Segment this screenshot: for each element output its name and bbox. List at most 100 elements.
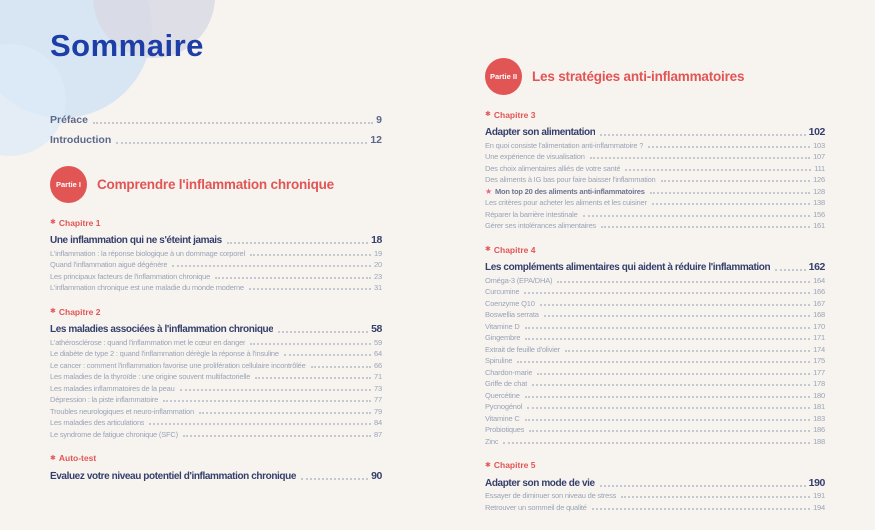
part-badge: Partie I (50, 166, 87, 203)
dotted-leader (651, 203, 811, 205)
dotted-leader (517, 361, 811, 363)
dotted-leader (599, 484, 806, 487)
toc-entry-label: Pycnogénol (485, 402, 523, 411)
chapter-label-text: Chapitre 1 (58, 217, 101, 228)
toc-section: ✱ Auto-test Évaluez votre niveau potentiel… (50, 452, 382, 482)
toc-entry-label: Spiruline (485, 356, 513, 365)
dotted-leader (149, 423, 372, 425)
dotted-leader (527, 407, 811, 409)
toc-entry-page: 12 (370, 134, 382, 146)
chapter-label: ✱ Chapitre 1 (50, 216, 382, 229)
toc-entry: Boswellia serrata 168 (485, 308, 825, 319)
chapter-label-text: Chapitre 5 (493, 460, 536, 470)
toc-entry-page: 111 (814, 163, 825, 173)
chapter-title-row: Adapter son alimentation 102 (485, 121, 825, 138)
chapter-label: ✱ Auto-test (50, 452, 382, 465)
toc-entry: Griffe de chat 178 (485, 377, 825, 388)
toc-entry-label: L'inflammation : la réponse biologique à… (50, 248, 245, 258)
toc-section: ✱ Chapitre 2 Les maladies associées à l'in… (50, 305, 382, 439)
dotted-leader (649, 191, 811, 194)
toc-entry-page: 156 (813, 209, 825, 219)
toc-entry-label: Le syndrome de fatigue chronique (SFC) (50, 429, 178, 439)
dotted-leader (621, 496, 811, 498)
toc-entry: Les maladies des articulations 84 (50, 416, 382, 427)
toc-entry-label: Chardon-marie (485, 367, 533, 377)
toc-entry-front: Introduction 12 (50, 126, 382, 146)
toc-entry-page: 175 (813, 356, 825, 365)
dotted-leader (660, 180, 811, 182)
dotted-leader (163, 400, 372, 402)
dotted-leader (524, 395, 811, 398)
toc-entry-label: Troubles neurologiques et neuro-inflamma… (50, 406, 194, 416)
toc-entry-page: 73 (374, 383, 382, 393)
toc-entry: Spiruline 175 (485, 354, 825, 365)
toc-entry-page: 186 (813, 425, 825, 434)
dotted-leader (300, 477, 369, 480)
dotted-leader (250, 342, 372, 345)
dotted-leader (525, 338, 811, 340)
dotted-leader (625, 168, 812, 171)
dotted-leader (172, 265, 372, 267)
star-icon: ★ (485, 186, 492, 196)
part-title: Les stratégies anti-inflammatoires (532, 69, 745, 84)
toc-entry-label: Les maladies inflammatoires de la peau (50, 383, 175, 393)
toc-entry-page: 183 (813, 413, 825, 423)
toc-entry: Retrouver un sommeil de qualité 194 (485, 500, 825, 512)
toc-entry-page: 126 (813, 175, 825, 184)
chapter-label-text: Chapitre 3 (493, 109, 536, 120)
dotted-leader (226, 242, 369, 244)
toc-entry: Les maladies inflammatoires de la peau 73 (50, 381, 382, 393)
dotted-leader (600, 226, 811, 228)
part-1-block: Partie I Comprendre l'inflammation chroni… (50, 166, 382, 482)
toc-entry: Zinc 188 (485, 434, 825, 446)
toc-entry-page: 31 (374, 283, 382, 292)
toc-section: ✱ Chapitre 3 Adapter son alimentation 102 En… (485, 108, 825, 231)
chapter-marker-icon: ✱ (50, 219, 56, 226)
toc-entry-page: 181 (813, 402, 825, 411)
chapter-title: Les maladies associées à l'inflammation … (50, 324, 274, 335)
dotted-leader (532, 384, 811, 386)
chapter-label-text: Chapitre 4 (493, 244, 536, 255)
toc-entry: Les principaux facteurs de l'inflammatio… (50, 269, 382, 281)
dotted-leader (591, 507, 811, 510)
toc-entry-page: 79 (374, 406, 382, 416)
toc-section: ✱ Chapitre 4 Les compléments alimentaires … (485, 243, 825, 446)
toc-entry-label: Gingembre (485, 333, 521, 342)
toc-entry-page: 138 (813, 198, 825, 207)
toc-column-right: Partie II Les stratégies anti-inflammatoi… (485, 38, 825, 512)
toc-entry: Probiotiques 186 (485, 423, 825, 434)
toc-entry-page: 180 (813, 390, 825, 400)
toc-entry: L'athérosclérose : quand l'inflammation … (50, 335, 382, 347)
toc-entry: Dépression : la piste inflammatoire 77 (50, 393, 382, 404)
chapter-title: Une inflammation qui ne s'éteint jamais (50, 235, 222, 246)
toc-entry-label: Une expérience de visualisation (485, 152, 585, 161)
chapter-label: ✱ Chapitre 2 (50, 305, 382, 318)
toc-entry: Les maladies de la thyroïde : une origin… (50, 370, 382, 381)
toc-entry: Extrait de feuille d'olivier 174 (485, 342, 825, 354)
dotted-leader (539, 303, 811, 306)
toc-entry-page: 161 (813, 221, 825, 230)
toc-entry: Gérer ses intolérances alimentaires 161 (485, 219, 825, 230)
toc-entry: Quand l'inflammation aiguë dégénère 20 (50, 258, 382, 269)
toc-entry-label: L'inflammation chronique est une maladie… (50, 283, 244, 292)
toc-entry-page: 174 (813, 344, 825, 354)
chapter-page: 90 (371, 469, 382, 482)
toc-entry: Le syndrome de fatigue chronique (SFC) 87 (50, 427, 382, 439)
chapter-label: ✱ Chapitre 5 (485, 459, 825, 472)
front-matter-list: Préface 9 Introduction 12 (50, 106, 382, 146)
part-header: Partie II Les stratégies anti-inflammatoi… (485, 58, 825, 95)
chapter-title-row: Les maladies associées à l'inflammation … (50, 318, 382, 335)
chapter-marker-icon: ✱ (50, 454, 56, 462)
toc-entry: Curcumine 166 (485, 285, 825, 296)
toc-entry-label: Griffe de chat (485, 379, 528, 388)
toc-entry: Une expérience de visualisation 107 (485, 150, 825, 161)
toc-entry-label: Curcumine (485, 287, 520, 296)
chapter-label-text: Auto-test (58, 453, 97, 463)
toc-entry-label: Introduction (50, 134, 112, 146)
toc-entry: En quoi consiste l'alimentation anti-inf… (485, 138, 825, 150)
toc-entry-page: 23 (374, 271, 382, 281)
toc-entry: Le diabète de type 2 : quand l'inflammat… (50, 347, 382, 358)
part-badge: Partie II (485, 58, 522, 95)
chapter-title-row: Une inflammation qui ne s'éteint jamais 1… (50, 229, 382, 246)
toc-section: ✱ Chapitre 5 Adapter son mode de vie 190 Ess… (485, 459, 825, 512)
